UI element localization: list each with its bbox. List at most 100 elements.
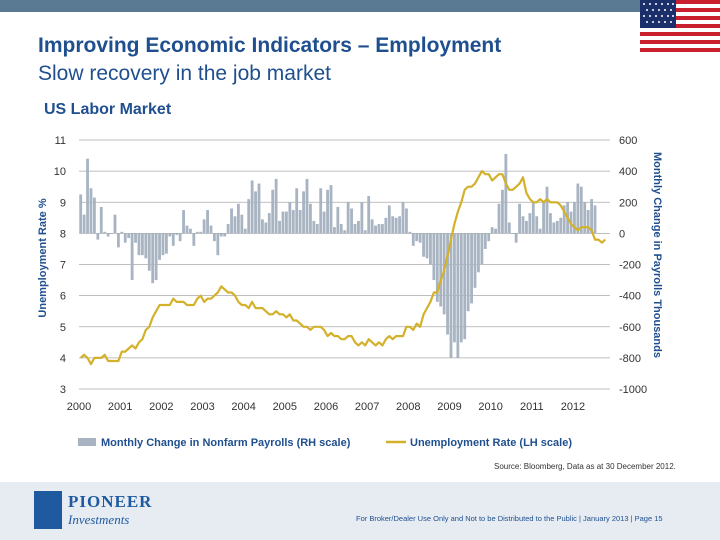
payroll-bar xyxy=(367,196,371,234)
payroll-bar xyxy=(528,213,532,234)
payroll-bar xyxy=(590,199,593,234)
payroll-bar xyxy=(408,231,412,234)
right-axis-label: Monthly Change in Payrolls Thousands xyxy=(651,152,663,358)
payroll-bar xyxy=(333,227,336,234)
payroll-bar xyxy=(154,233,158,281)
payroll-bar xyxy=(473,233,477,288)
pioneer-logo: PIONEER Investments xyxy=(34,491,154,531)
payroll-bar xyxy=(463,233,467,340)
legend-bar-swatch xyxy=(78,438,96,446)
left-tick-label: 11 xyxy=(55,135,66,147)
payroll-bar xyxy=(189,228,192,234)
left-tick-label: 10 xyxy=(54,166,66,178)
payroll-bar xyxy=(377,224,381,234)
payroll-bar xyxy=(295,188,299,234)
payroll-bar xyxy=(514,233,518,243)
payroll-bar xyxy=(267,213,271,234)
payroll-bar xyxy=(370,219,374,234)
payroll-bar xyxy=(182,210,185,234)
payroll-bar xyxy=(192,233,196,246)
payroll-bar xyxy=(247,199,251,234)
footer-disclaimer: For Broker/Dealer Use Only and Not to be… xyxy=(356,514,663,523)
payroll-bar xyxy=(357,220,360,234)
payroll-bar xyxy=(405,208,408,234)
payroll-bar xyxy=(504,154,508,234)
payroll-bar xyxy=(113,214,117,234)
payroll-bar xyxy=(96,233,100,240)
payroll-bar xyxy=(103,231,107,234)
payroll-bar xyxy=(99,206,103,234)
payroll-bar xyxy=(329,185,333,234)
top-bar xyxy=(0,0,720,12)
logo-line2: Investments xyxy=(68,512,130,527)
us-flag-icon xyxy=(640,0,720,52)
payroll-bar xyxy=(240,214,244,234)
left-tick-label: 9 xyxy=(60,197,66,209)
payroll-bar xyxy=(326,189,329,234)
gridlines xyxy=(79,139,610,390)
payroll-bar xyxy=(538,228,542,234)
x-tick-label: 2003 xyxy=(190,401,214,413)
x-tick-label: 2005 xyxy=(273,401,297,413)
payroll-bar xyxy=(79,194,83,234)
payroll-bar xyxy=(418,233,422,243)
x-tick-label: 2002 xyxy=(149,401,173,413)
payroll-bar xyxy=(531,202,535,234)
payroll-bar xyxy=(501,189,504,234)
payroll-bar xyxy=(350,208,353,234)
payroll-bar xyxy=(494,228,497,234)
payroll-bar xyxy=(233,216,237,234)
payroll-bar xyxy=(285,211,288,234)
payroll-bar xyxy=(374,225,377,234)
payroll-bar xyxy=(456,233,460,358)
right-tick-label: 0 xyxy=(619,228,625,240)
payroll-bar xyxy=(429,233,432,265)
payroll-bar xyxy=(237,203,240,234)
payroll-bar xyxy=(261,219,264,234)
logo-line1: PIONEER xyxy=(68,492,153,511)
payroll-bar xyxy=(346,202,350,234)
footer-band xyxy=(0,482,720,540)
payroll-bar xyxy=(309,203,312,234)
right-tick-label: 400 xyxy=(619,166,637,178)
left-tick-label: 7 xyxy=(60,260,66,272)
unemployment-rate-line xyxy=(79,170,607,366)
payroll-bar xyxy=(291,210,295,234)
payroll-bar xyxy=(216,233,220,256)
payroll-bar xyxy=(391,216,395,234)
payroll-bar xyxy=(134,233,137,243)
payroll-bar xyxy=(336,206,340,234)
left-tick-label: 3 xyxy=(60,384,66,396)
payroll-bar xyxy=(518,203,521,234)
right-tick-label: -400 xyxy=(619,291,641,303)
payroll-bar xyxy=(305,178,309,234)
payroll-bar xyxy=(137,233,141,256)
payroll-bar xyxy=(319,188,323,234)
payroll-bar xyxy=(89,188,93,234)
x-tick-label: 2000 xyxy=(67,401,91,413)
x-tick-label: 2007 xyxy=(355,401,379,413)
payroll-bar xyxy=(144,233,148,259)
payroll-bar xyxy=(202,219,206,234)
payroll-bar xyxy=(466,233,470,312)
payroll-bar xyxy=(92,197,96,234)
legend-line-label: Unemployment Rate (LH scale) xyxy=(410,437,572,449)
payroll-bar xyxy=(422,233,425,257)
payroll-bar xyxy=(583,202,587,234)
payroll-bar xyxy=(398,216,401,234)
payroll-bar xyxy=(432,233,436,281)
payroll-bar xyxy=(511,233,515,234)
payroll-bar xyxy=(82,214,86,234)
payroll-bar xyxy=(106,233,110,237)
payroll-bar xyxy=(387,205,391,234)
payroll-bar xyxy=(312,220,316,234)
unemployment-line-layer xyxy=(79,170,607,366)
payroll-bar xyxy=(490,227,494,234)
payroll-bar xyxy=(171,233,175,246)
payroll-bar xyxy=(353,224,357,234)
payroll-bar xyxy=(552,222,556,234)
payroll-bar xyxy=(401,202,405,234)
payroll-bar xyxy=(86,158,89,234)
payroll-bar xyxy=(439,233,443,307)
